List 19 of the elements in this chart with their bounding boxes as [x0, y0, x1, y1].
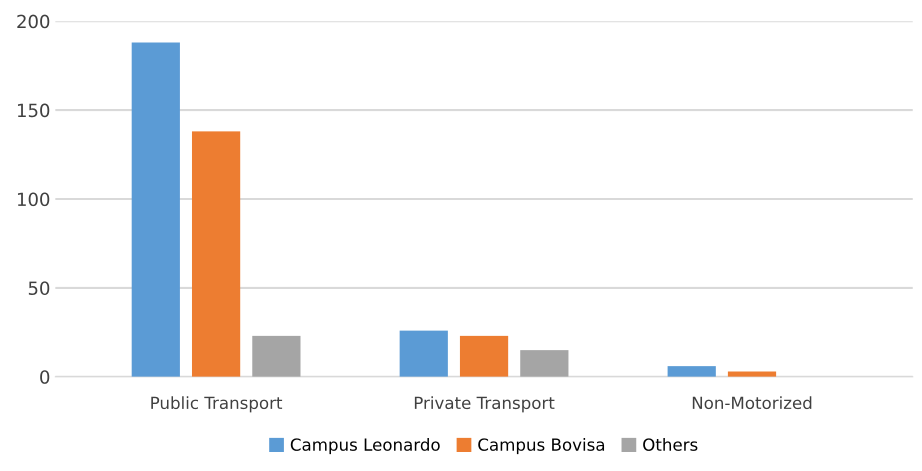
bar	[460, 336, 508, 377]
bar	[252, 336, 300, 377]
bar	[192, 131, 240, 377]
y-tick-label: 150	[18, 104, 50, 118]
y-tick-label: 0	[40, 370, 50, 384]
legend-label: Others	[643, 438, 698, 451]
legend-label: Campus Leonardo	[290, 438, 440, 454]
bar	[728, 371, 776, 377]
x-tick-label: Non-Motorized	[692, 396, 812, 410]
y-tick-label: 100	[18, 192, 50, 206]
bar	[668, 366, 716, 377]
legend-label: Campus Bovisa	[478, 438, 604, 454]
x-tick-label: Private Transport	[414, 396, 554, 412]
y-tick-label: 200	[17, 14, 50, 28]
x-tick-label: Public Transport	[151, 396, 282, 412]
y-tick-label: 50	[28, 281, 50, 296]
bar	[400, 330, 448, 377]
bar	[520, 350, 568, 377]
bar	[132, 42, 180, 377]
